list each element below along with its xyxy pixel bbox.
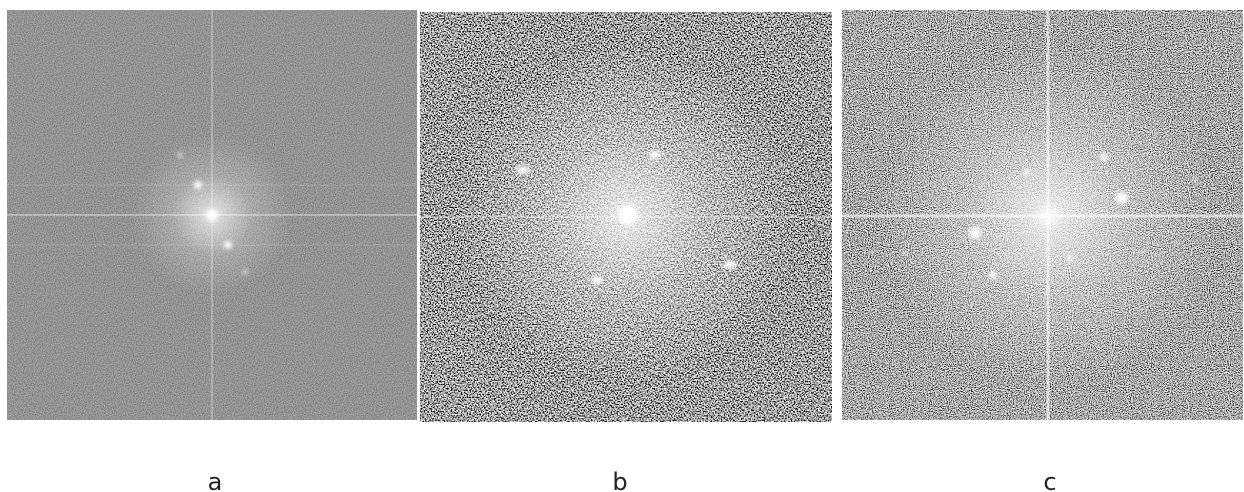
panel-c: [842, 10, 1243, 420]
panel-a: [7, 10, 417, 420]
spots: [178, 153, 247, 274]
panel-label: a: [208, 468, 223, 492]
cross-lines: [842, 10, 1243, 420]
panel-label: b: [612, 468, 627, 492]
panel-b: [420, 12, 832, 422]
spots: [516, 151, 737, 284]
panel-label: c: [1043, 468, 1056, 492]
spots: [903, 153, 1197, 279]
